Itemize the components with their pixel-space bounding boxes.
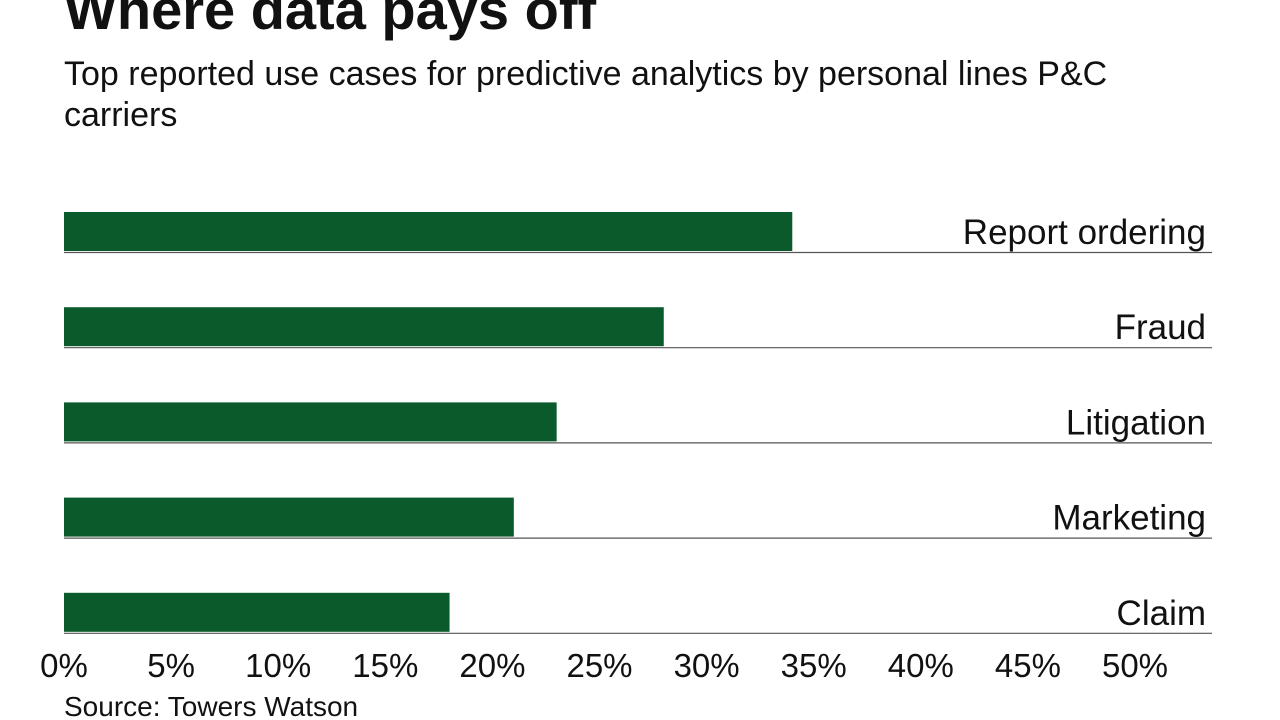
x-tick-label: 50%	[1102, 647, 1168, 684]
x-tick-label: 30%	[674, 647, 740, 684]
x-tick-label: 0%	[40, 647, 88, 684]
x-axis: 0% 5% 10% 15% 20% 25% 30% 35% 40% 45% 50%	[40, 647, 1168, 684]
bars-group: Report ordering Fraud Litigation Marketing C…	[64, 212, 1212, 634]
x-tick-label: 25%	[566, 647, 632, 684]
x-tick-label: 5%	[147, 647, 195, 684]
bar-marketing	[64, 497, 514, 537]
source-note: Source: Towers Watson	[64, 691, 359, 720]
x-tick-label: 20%	[459, 647, 525, 684]
x-tick-label: 35%	[781, 647, 847, 684]
category-label-claim: Claim	[1117, 594, 1206, 633]
bar-claim	[64, 592, 450, 632]
chart-title: Where data pays off	[64, 0, 597, 41]
x-tick-label: 45%	[995, 647, 1061, 684]
category-label-report-ordering: Report ordering	[963, 213, 1206, 252]
category-label-marketing: Marketing	[1052, 499, 1206, 538]
x-tick-label: 40%	[888, 647, 954, 684]
bar-litigation	[64, 402, 557, 442]
x-tick-label: 15%	[352, 647, 418, 684]
chart-subtitle: Top reported use cases for predictive an…	[64, 55, 1108, 134]
category-label-litigation: Litigation	[1066, 403, 1206, 442]
bar-fraud	[64, 307, 664, 347]
x-tick-label: 10%	[245, 647, 311, 684]
category-label-fraud: Fraud	[1115, 308, 1206, 347]
bar-report-ordering	[64, 212, 793, 251]
